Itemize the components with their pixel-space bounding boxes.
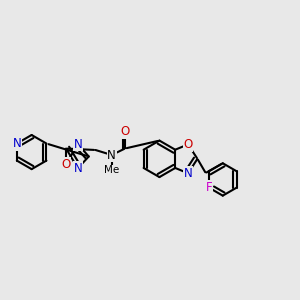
Text: N: N — [74, 162, 82, 175]
Text: O: O — [183, 138, 193, 151]
Text: Me: Me — [104, 165, 119, 175]
Text: O: O — [120, 125, 130, 138]
Text: N: N — [74, 138, 82, 151]
Text: N: N — [107, 148, 116, 161]
Text: F: F — [206, 181, 212, 194]
Text: O: O — [61, 158, 71, 171]
Text: N: N — [184, 167, 192, 180]
Text: N: N — [13, 137, 21, 150]
